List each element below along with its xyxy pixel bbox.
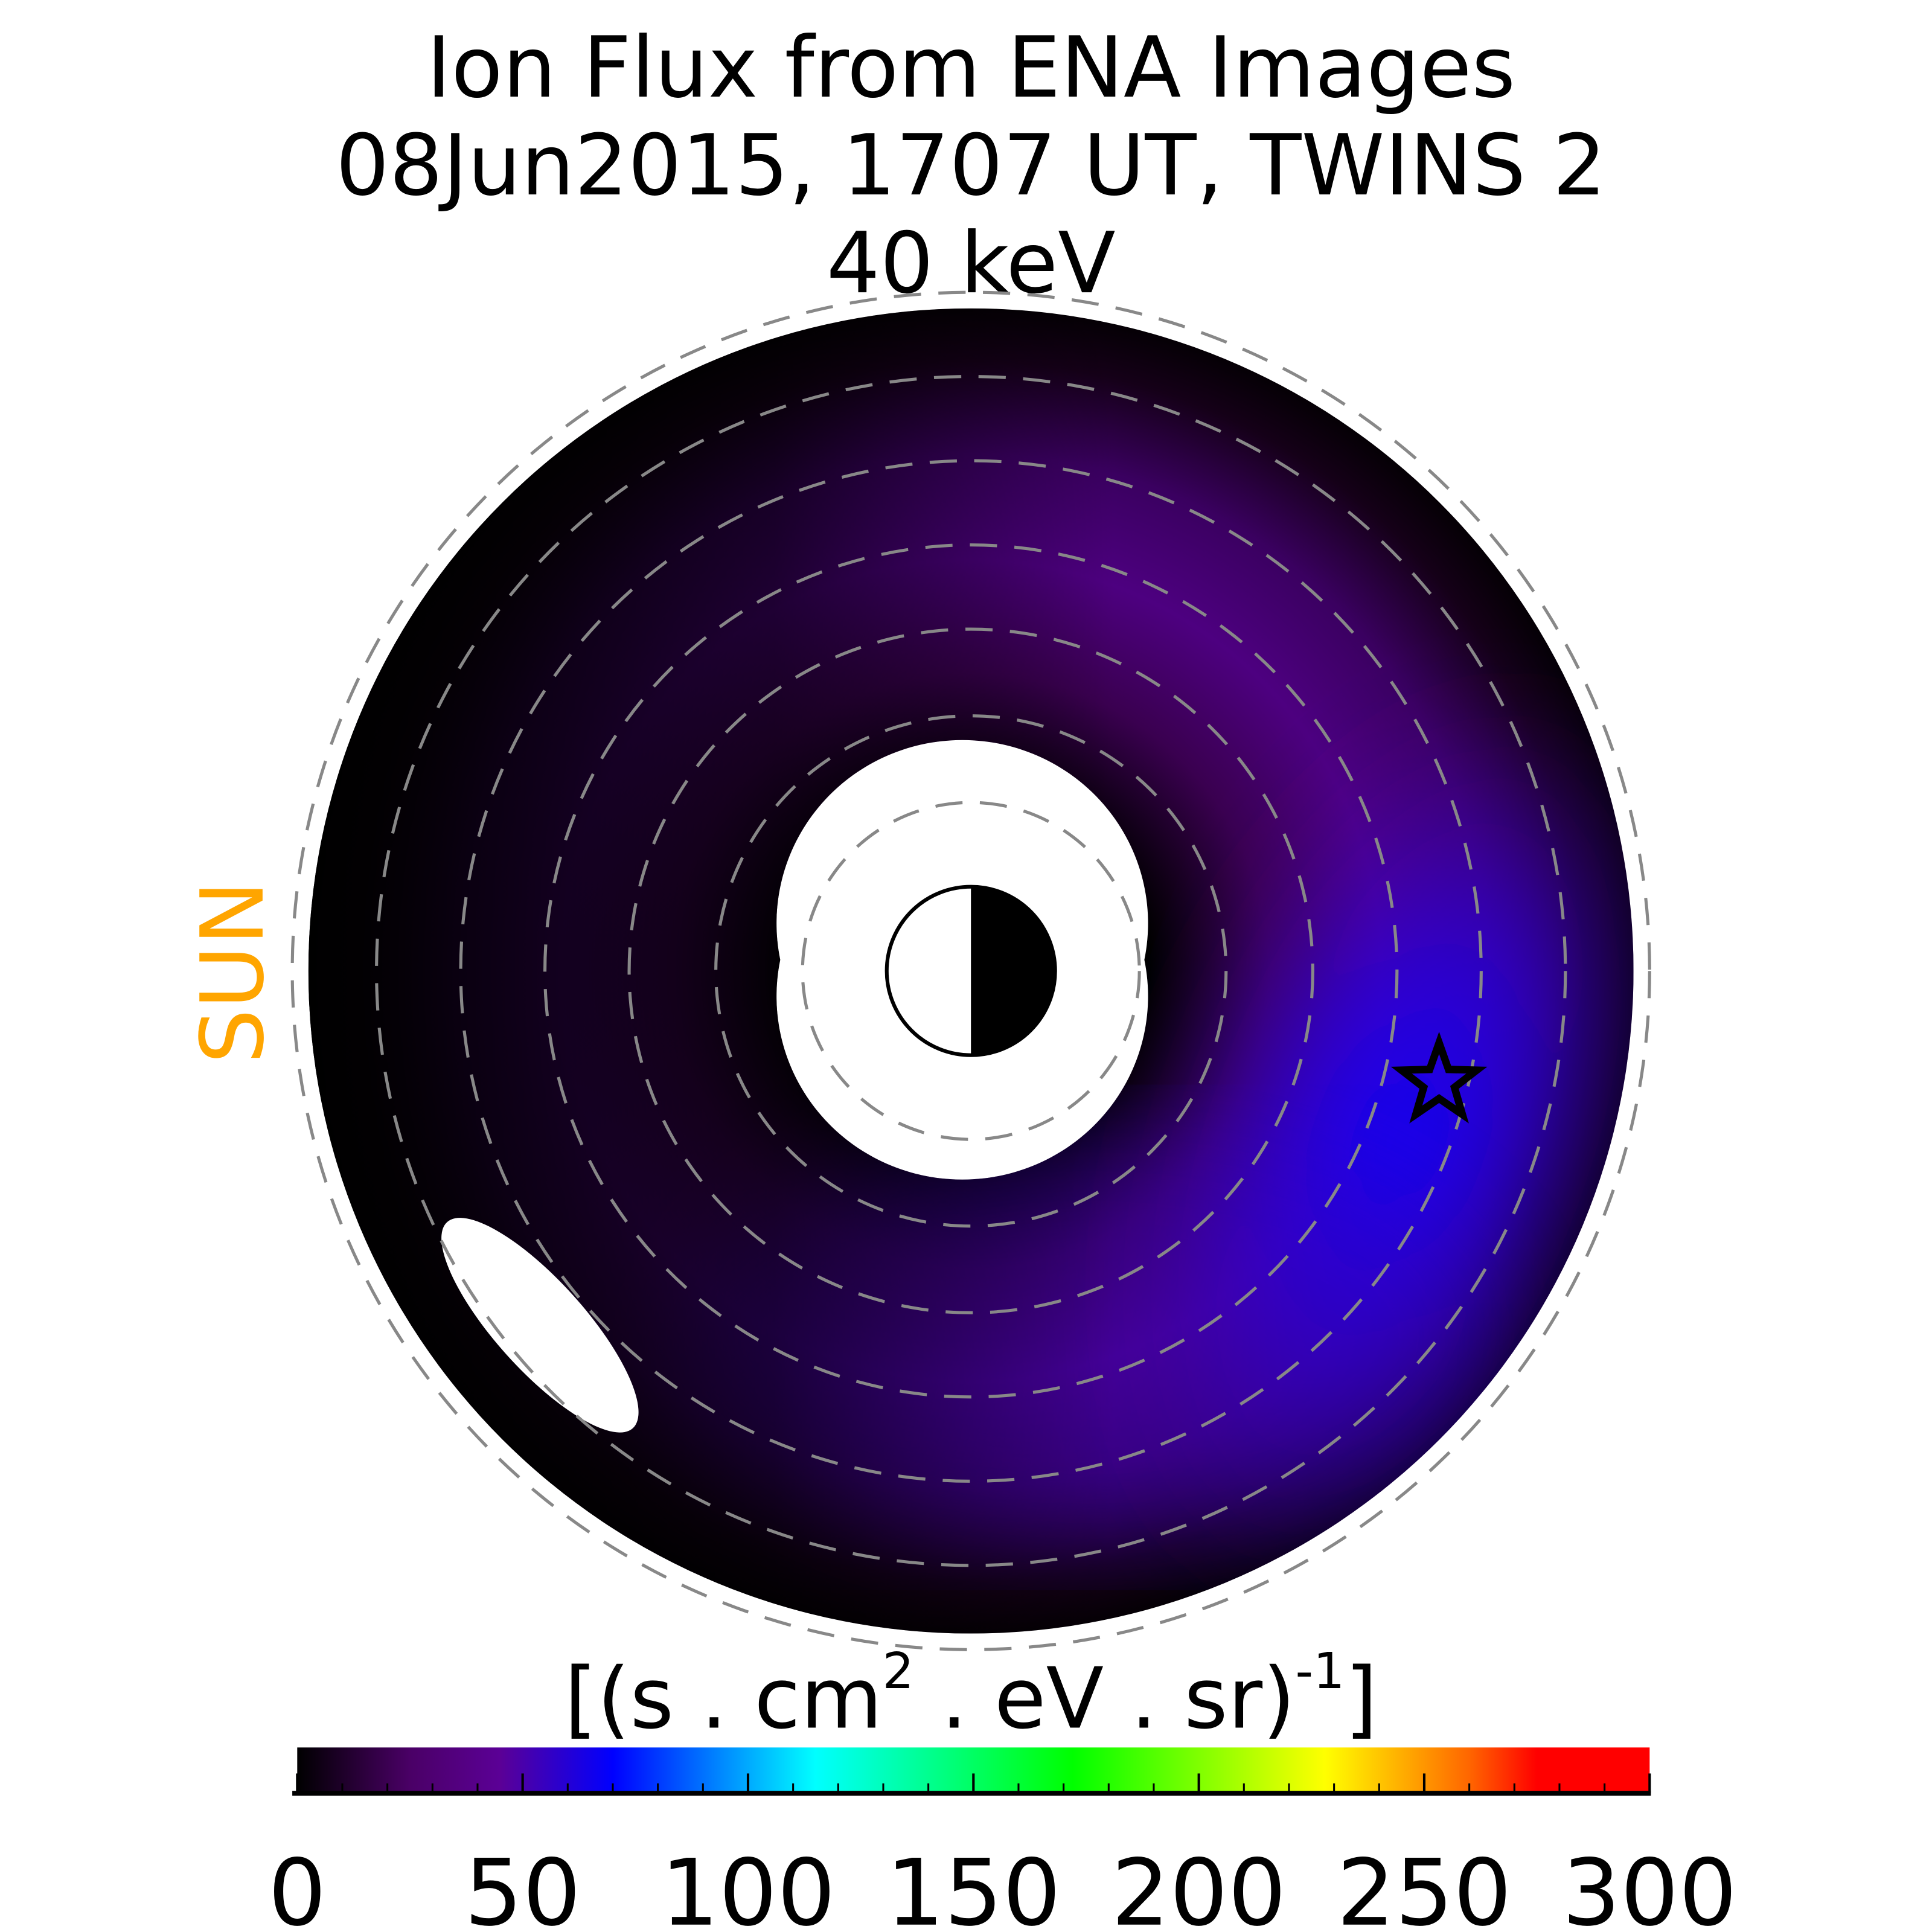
sun-label: SUN — [182, 880, 283, 1064]
colorbar-label-sup1: 2 — [883, 1643, 914, 1700]
title-line-1: Ion Flux from ENA Images — [426, 19, 1515, 117]
colorbar-label-end: ] — [1345, 1650, 1377, 1748]
title-line-2: 08Jun2015, 1707 UT, TWINS 2 — [336, 117, 1606, 214]
colorbar-tick-label: 300 — [1562, 1840, 1737, 1932]
grid-circle — [459, 459, 1483, 1483]
title-line-3: 40 keV — [827, 214, 1116, 312]
missing-data-region — [441, 1218, 639, 1433]
colorbar-label-main: [(s . cm — [565, 1650, 883, 1748]
grid-circles — [290, 290, 1651, 1651]
earth-day-night-icon — [884, 884, 1057, 1057]
colorbar-label: [(s . cm2 . eV . sr)-1] — [565, 1643, 1378, 1748]
colorbar-tick-label: 100 — [661, 1840, 836, 1932]
grid-circle — [290, 290, 1651, 1651]
grid-circle — [543, 543, 1399, 1399]
colorbar-axis-line — [292, 1791, 1651, 1796]
colorbar-label-sup2: -1 — [1296, 1643, 1345, 1700]
colorbar-tick-label: 50 — [464, 1840, 581, 1932]
svg-text:[(s . cm2 . eV . sr)-1]: [(s . cm2 . eV . sr)-1] — [565, 1643, 1378, 1748]
grid-circle — [375, 375, 1567, 1567]
star-icon — [1390, 1031, 1488, 1124]
colorbar-tick-labels: 0 50 100 150 200 250 300 — [268, 1840, 1737, 1932]
colorbar-ticks — [296, 1773, 1651, 1794]
grid-circle — [627, 627, 1314, 1314]
colorbar-label-mid: . eV . sr) — [914, 1650, 1296, 1748]
grid-circle — [714, 714, 1228, 1228]
colorbar-tick-label: 150 — [886, 1840, 1061, 1932]
title: Ion Flux from ENA Images 08Jun2015, 1707… — [336, 19, 1606, 312]
grid-circle — [801, 801, 1141, 1141]
colorbar-tick-label: 200 — [1112, 1840, 1287, 1932]
colorbar-tick-label: 250 — [1337, 1840, 1512, 1932]
colorbar-tick-label: 0 — [268, 1840, 327, 1932]
